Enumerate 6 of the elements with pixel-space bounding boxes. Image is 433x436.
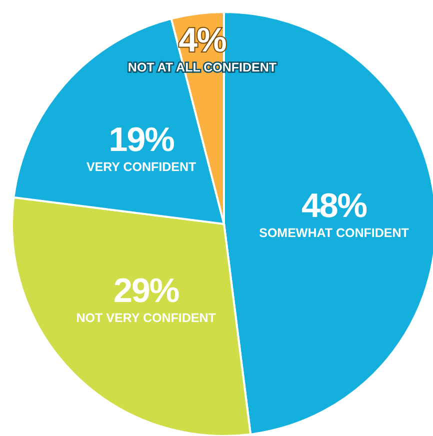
data-label: 48% [301,187,368,226]
data-label: 29% [114,272,180,310]
slice-label: NOT VERY CONFIDENT [76,310,216,325]
slice-label: VERY CONFIDENT [86,160,197,174]
slice-label: SOMEWHAT CONFIDENT [259,226,410,240]
data-label: 19% [108,121,175,160]
